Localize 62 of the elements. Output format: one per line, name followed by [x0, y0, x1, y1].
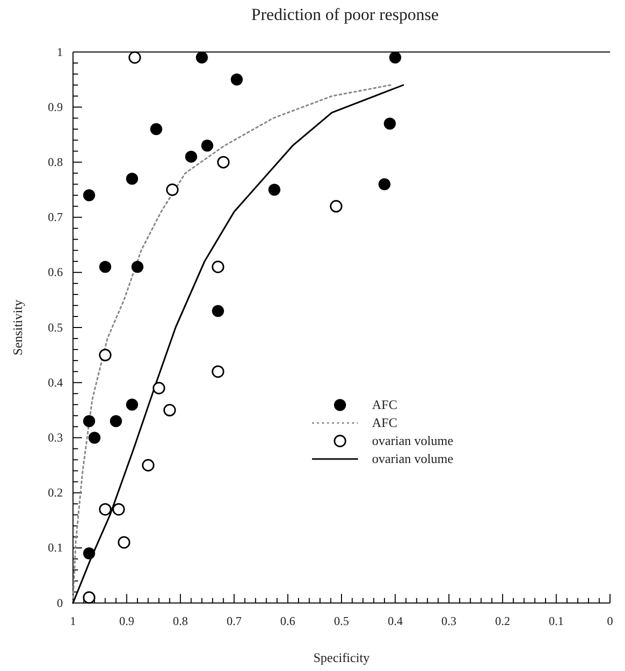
point: [83, 189, 96, 202]
point: [230, 74, 243, 86]
x-tick-label: 0.5: [334, 614, 349, 628]
x-tick-label: 0.3: [441, 614, 456, 628]
point: [201, 140, 214, 152]
x-tick-label: 1: [70, 614, 76, 628]
x-axis-title: Specificity: [313, 650, 370, 665]
point: [142, 459, 154, 472]
x-tick-label: 0: [607, 614, 613, 628]
point: [82, 591, 96, 604]
point: [217, 156, 230, 168]
point: [131, 260, 144, 273]
y-tick-label: 0.7: [48, 210, 63, 224]
point: [150, 123, 162, 136]
point: [212, 365, 224, 378]
y-axis-title: Sensitivity: [10, 299, 25, 356]
point: [99, 260, 112, 273]
y-tick-label: 0.5: [48, 320, 63, 334]
point: [128, 51, 142, 64]
x-tick-label: 0.8: [172, 614, 188, 628]
point: [163, 404, 176, 416]
x-tick-label: 0.7: [226, 614, 242, 628]
x-tick-label: 0.1: [548, 614, 564, 628]
point: [212, 304, 224, 317]
point: [98, 348, 112, 362]
point: [166, 184, 179, 196]
point: [83, 415, 96, 428]
point: [378, 178, 390, 190]
x-tick-label: 0.6: [280, 614, 296, 628]
point: [118, 536, 130, 549]
legend-label: ovarian volume: [372, 433, 454, 448]
y-tick-label: 1: [56, 44, 63, 59]
y-tick-label: 0.9: [48, 100, 63, 114]
point: [389, 52, 402, 64]
point: [268, 184, 280, 196]
point: [330, 200, 342, 213]
chart-title: Prediction of poor response: [251, 5, 439, 24]
point: [152, 382, 166, 394]
y-tick-label: 0.2: [48, 486, 63, 500]
point: [212, 260, 224, 274]
y-tick-label: 0.1: [48, 540, 63, 555]
y-tick-label: 0.4: [48, 375, 63, 390]
point: [185, 150, 198, 163]
x-tick-label: 0.2: [495, 614, 510, 628]
point: [126, 172, 138, 185]
legend-label: ovarian volume: [372, 451, 454, 466]
y-tick-label: 0: [56, 596, 63, 610]
point: [196, 52, 208, 64]
y-tick-label: 0.6: [48, 265, 63, 280]
point: [112, 503, 125, 516]
point: [98, 503, 112, 516]
y-tick-label: 0.8: [48, 155, 63, 170]
legend-label: AFC: [372, 415, 398, 430]
x-tick-label: 0.9: [119, 614, 134, 628]
point: [110, 415, 122, 428]
point: [384, 118, 396, 130]
legend-label: AFC: [372, 397, 398, 412]
point: [88, 432, 100, 444]
y-tick-label: 0.3: [48, 430, 63, 445]
x-tick-label: 0.4: [388, 614, 403, 628]
point: [83, 547, 96, 560]
point: [126, 398, 138, 411]
